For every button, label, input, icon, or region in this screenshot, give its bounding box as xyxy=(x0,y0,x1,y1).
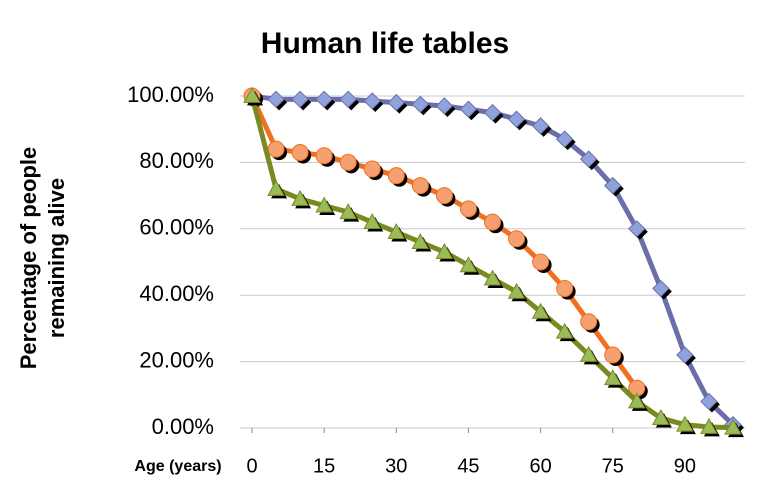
marker xyxy=(676,346,694,364)
marker xyxy=(507,282,526,299)
y-tick-label: 80.00% xyxy=(139,148,214,173)
marker xyxy=(315,147,333,165)
marker xyxy=(315,196,334,213)
marker xyxy=(267,179,285,196)
x-tick-label: 0 xyxy=(246,455,257,477)
marker xyxy=(363,92,381,110)
x-axis-label: Age (years) xyxy=(134,458,221,475)
marker xyxy=(339,153,357,171)
y-tick-label: 60.00% xyxy=(139,215,214,240)
marker xyxy=(387,223,406,240)
marker xyxy=(556,280,574,298)
x-tick-label: 60 xyxy=(529,455,551,477)
x-tick-label: 90 xyxy=(674,455,696,477)
marker xyxy=(604,346,622,364)
x-tick-label: 75 xyxy=(602,455,624,477)
marker xyxy=(724,418,742,435)
marker xyxy=(676,415,694,432)
marker xyxy=(579,345,598,362)
marker xyxy=(459,256,478,273)
marker xyxy=(411,95,430,114)
marker xyxy=(508,230,526,248)
marker xyxy=(700,417,718,434)
marker xyxy=(531,117,550,135)
x-tick-label: 30 xyxy=(385,455,407,477)
y-axis-label: Percentage of people remaining alive xyxy=(16,146,69,370)
y-tick-label: 20.00% xyxy=(139,347,214,372)
series-line xyxy=(249,95,734,431)
marker xyxy=(484,213,501,231)
marker xyxy=(700,392,718,411)
marker xyxy=(315,90,333,109)
marker xyxy=(339,203,358,220)
marker xyxy=(555,130,574,148)
marker xyxy=(435,97,454,115)
marker xyxy=(459,100,478,118)
marker xyxy=(291,90,309,109)
marker xyxy=(267,90,285,109)
marker xyxy=(507,110,526,128)
marker xyxy=(579,150,598,168)
marker xyxy=(267,140,285,158)
marker xyxy=(387,93,406,112)
x-tick-label: 45 xyxy=(457,455,479,477)
marker xyxy=(291,189,309,206)
marker xyxy=(363,213,382,230)
marker xyxy=(580,313,598,331)
marker xyxy=(411,233,430,249)
y-tick-label: 0.00% xyxy=(152,414,214,439)
marker xyxy=(435,243,454,259)
marker xyxy=(603,369,622,386)
marker xyxy=(483,269,502,286)
series-line xyxy=(251,93,735,427)
marker xyxy=(604,176,622,195)
marker xyxy=(291,143,309,161)
y-tick-label: 100.00% xyxy=(127,82,214,107)
x-tick-label: 15 xyxy=(313,455,335,477)
marker xyxy=(363,160,381,178)
marker xyxy=(435,187,453,205)
marker xyxy=(483,103,502,122)
chart-title: Human life tables xyxy=(261,27,509,60)
y-tick-label: 40.00% xyxy=(139,281,214,306)
marker xyxy=(243,86,261,103)
marker xyxy=(652,279,670,298)
marker xyxy=(628,220,646,238)
marker xyxy=(411,177,429,195)
marker xyxy=(339,90,357,109)
marker xyxy=(532,253,550,271)
marker xyxy=(459,200,477,218)
marker xyxy=(387,167,405,185)
marker xyxy=(555,322,574,339)
marker xyxy=(531,302,550,319)
marker xyxy=(651,409,670,425)
marker xyxy=(627,392,646,409)
